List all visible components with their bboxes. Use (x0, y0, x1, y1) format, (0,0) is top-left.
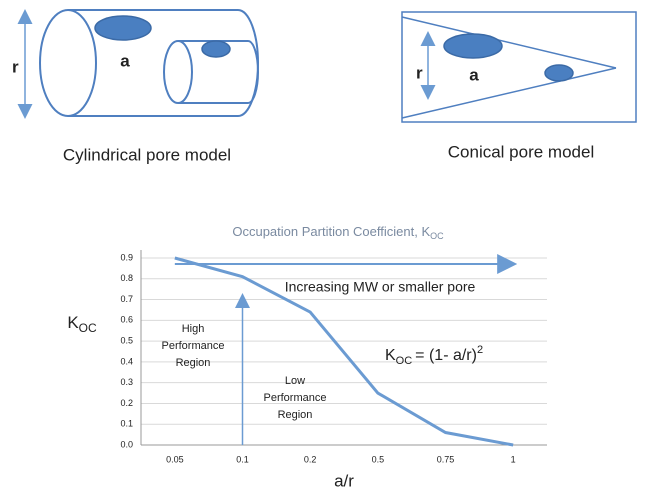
x-tick-label: 0.75 (437, 454, 455, 464)
y-tick-label: 0.2 (120, 398, 133, 408)
low-region-label: Low (285, 375, 305, 387)
outline (40, 10, 96, 116)
title-main: Occupation Partition Coefficient, K (232, 224, 430, 239)
r-label: r (416, 63, 423, 82)
x-tick-label: 1 (511, 454, 516, 464)
formula-sub: OC (396, 355, 413, 367)
x-axis-label: a/r (334, 471, 354, 490)
r-label: r (12, 57, 19, 76)
x-tick-label: 0.5 (372, 454, 385, 464)
formula-k: K (385, 347, 396, 364)
formula: KOC= (1- a/r)2 (385, 344, 483, 367)
title-sub: OC (430, 231, 444, 241)
y-tick-label: 0.4 (120, 356, 133, 366)
y-tick-label: 0.5 (120, 335, 133, 345)
y-label-sub: OC (79, 321, 97, 335)
caption: Cylindrical pore model (63, 145, 231, 164)
conical-model: r a Conical pore model (402, 12, 636, 161)
a-label: a (469, 65, 479, 84)
y-tick-label: 0.6 (120, 315, 133, 325)
low-region-label: Performance (264, 392, 327, 404)
y-tick-label: 0.1 (120, 419, 133, 429)
outline (402, 17, 616, 68)
figure: r a Cylindrical pore model r a Conical p… (0, 0, 652, 492)
solute (444, 34, 502, 58)
y-axis-label: KOC (67, 313, 97, 335)
high-region-label: Region (176, 357, 211, 369)
x-tick-label: 0.1 (236, 454, 249, 464)
plot: 0.0 0.1 0.2 0.3 0.4 0.5 0.6 0.7 0.8 0.9 0.05 0.1 0.2… (120, 250, 547, 464)
y-tick-label: 0.7 (120, 294, 133, 304)
a-label: a (120, 51, 130, 70)
high-region-label: High (182, 323, 205, 335)
x-tick-label: 0.05 (166, 454, 184, 464)
outline (238, 10, 258, 116)
outline (402, 12, 636, 122)
y-tick-label: 0.9 (120, 252, 133, 262)
y-tick-label: 0.0 (120, 439, 133, 449)
outline (164, 41, 192, 103)
high-region-label: Performance (162, 340, 225, 352)
solute (95, 16, 151, 40)
y-tick-label: 0.3 (120, 377, 133, 387)
y-tick-label: 0.8 (120, 273, 133, 283)
formula-sup: 2 (477, 344, 483, 356)
trend-label: Increasing MW or smaller pore (285, 279, 476, 295)
caption: Conical pore model (448, 142, 594, 161)
solute (545, 65, 573, 81)
low-region-label: Region (278, 409, 313, 421)
y-label-main: K (67, 313, 79, 332)
outline (402, 68, 616, 118)
cylindrical-model: r a Cylindrical pore model (12, 10, 258, 164)
solute (202, 41, 230, 57)
chart-title: Occupation Partition Coefficient, KOC (232, 224, 444, 241)
formula-rest: = (1- a/r) (415, 347, 477, 364)
x-tick-label: 0.2 (304, 454, 317, 464)
